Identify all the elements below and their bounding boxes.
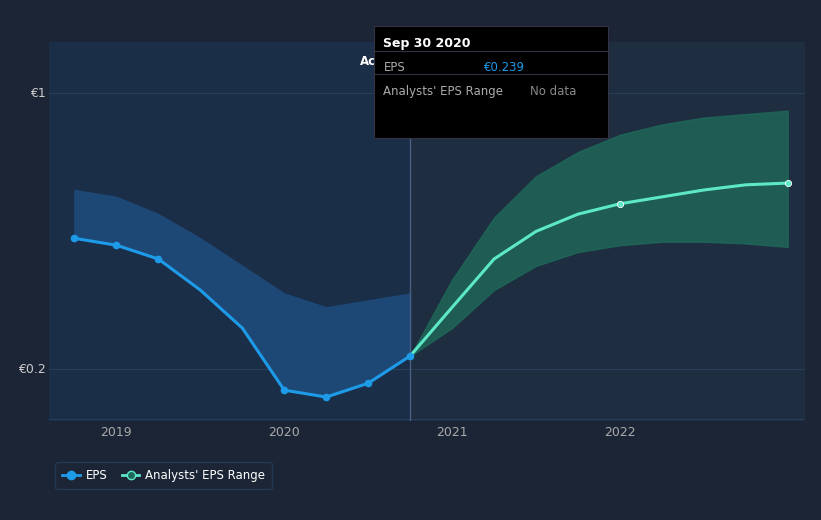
Text: €0.2: €0.2 xyxy=(18,363,45,376)
Bar xyxy=(49,42,410,421)
Text: Sep 30 2020: Sep 30 2020 xyxy=(383,37,471,50)
Legend: EPS, Analysts' EPS Range: EPS, Analysts' EPS Range xyxy=(55,462,273,489)
Text: EPS: EPS xyxy=(383,61,405,74)
Text: Analysts Forecasts: Analysts Forecasts xyxy=(419,56,529,69)
Text: €1: €1 xyxy=(30,87,45,100)
Text: Actual: Actual xyxy=(360,56,401,69)
Text: Analysts' EPS Range: Analysts' EPS Range xyxy=(383,85,503,98)
Text: No data: No data xyxy=(530,85,576,98)
Text: €0.239: €0.239 xyxy=(484,61,525,74)
